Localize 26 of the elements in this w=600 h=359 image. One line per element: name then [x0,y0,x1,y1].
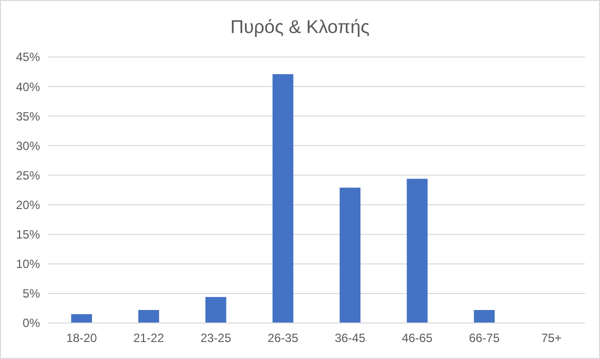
y-tick-label: 45% [16,50,40,64]
x-tick-label: 66-75 [468,331,500,345]
y-tick-label: 30% [16,138,40,153]
y-tick-label: 35% [16,109,40,124]
bar [406,178,428,323]
bar [205,296,226,323]
x-tick-label: 36-45 [334,331,366,345]
y-tick-label: 20% [16,198,40,212]
bar [71,314,92,323]
y-tick-label: 10% [16,257,40,272]
y-tick-label: 15% [16,228,40,242]
x-tick-label: 75+ [541,331,562,345]
x-tick-label: 18-20 [66,331,98,345]
bar [272,74,294,323]
chart-title: Πυρός & Κλοπής [230,16,370,37]
y-tick-label: 5% [22,286,40,301]
bar [340,188,360,323]
y-tick-label: 25% [16,168,40,182]
x-tick-label: 46-65 [402,331,433,345]
bar [474,310,495,323]
y-tick-label: 40% [16,80,40,94]
y-tick-label: 0% [22,316,40,330]
bar [138,310,160,323]
x-tick-label: 26-35 [268,331,299,345]
x-tick-label: 21-22 [133,331,164,345]
x-tick-label: 23-25 [200,331,232,345]
